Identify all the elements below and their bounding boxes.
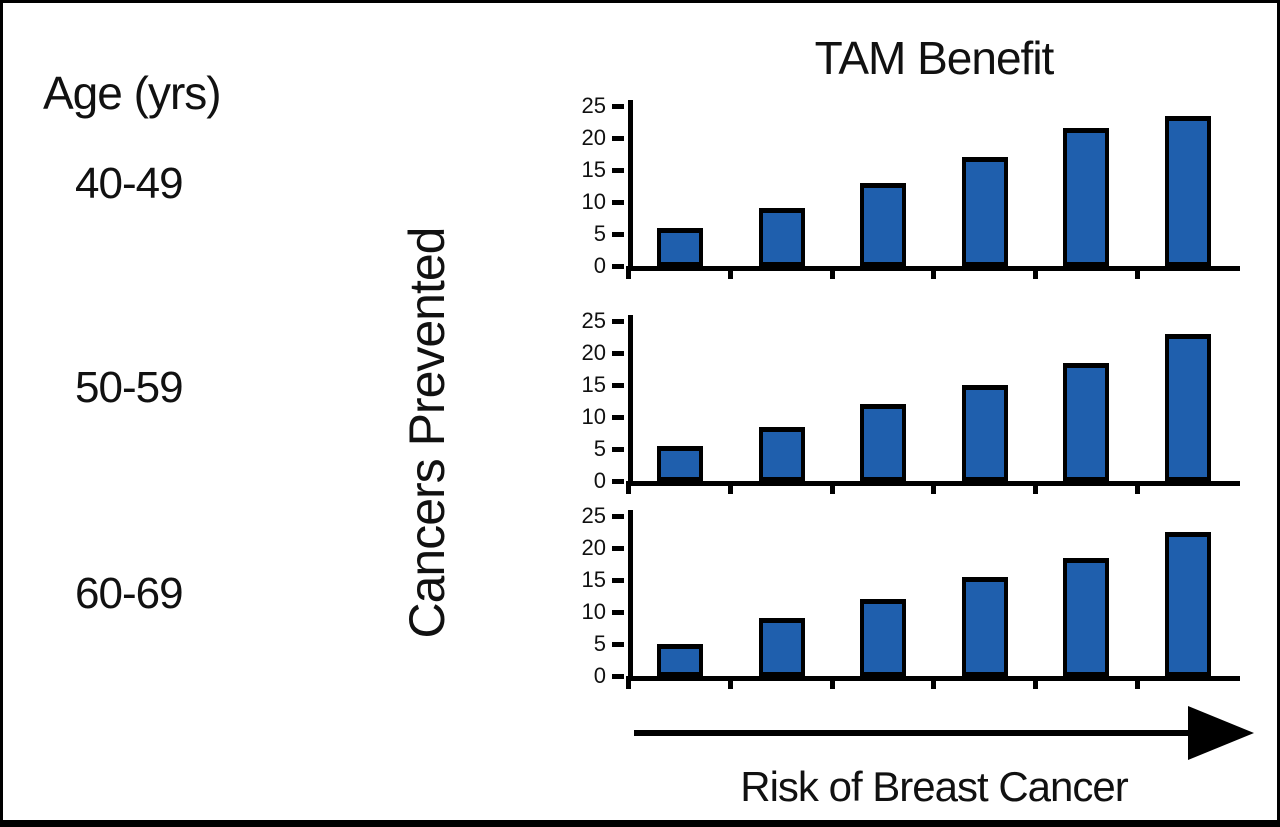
bar bbox=[1063, 557, 1110, 676]
age-group-label-40-49: 40-49 bbox=[75, 159, 184, 208]
y-axis-tick bbox=[612, 263, 624, 269]
y-axis-tick bbox=[612, 103, 624, 109]
x-axis-tick bbox=[1033, 481, 1039, 494]
y-axis-tick bbox=[612, 167, 624, 173]
x-axis-tick bbox=[1135, 266, 1140, 279]
y-axis-line bbox=[628, 315, 633, 481]
y-axis-tick-label: 20 bbox=[581, 125, 606, 150]
y-axis-tick bbox=[612, 350, 624, 356]
y-axis-tick bbox=[612, 545, 624, 551]
age-group-label-60-69: 60-69 bbox=[75, 569, 184, 618]
bar bbox=[961, 157, 1008, 266]
chart-title: TAM Benefit bbox=[814, 32, 1055, 84]
y-axis-tick-label: 25 bbox=[581, 308, 606, 333]
bar bbox=[860, 599, 907, 676]
x-axis-tick bbox=[1135, 676, 1140, 689]
y-axis-tick bbox=[612, 673, 624, 679]
y-axis-tick-label: 25 bbox=[581, 503, 606, 528]
y-axis-tick bbox=[612, 318, 624, 324]
age-group-label-50-59: 50-59 bbox=[75, 363, 184, 412]
x-axis-tick bbox=[829, 676, 835, 689]
y-axis-tick bbox=[612, 414, 624, 420]
bar bbox=[1165, 532, 1211, 676]
x-axis-tick bbox=[1033, 266, 1039, 279]
bar bbox=[961, 385, 1008, 481]
arrow-line bbox=[634, 730, 1196, 736]
y-axis-tick-label: 15 bbox=[581, 372, 606, 397]
y-axis-line bbox=[628, 100, 633, 266]
x-axis-label: Risk of Breast Cancer bbox=[740, 763, 1128, 810]
y-axis-tick-label: 15 bbox=[581, 567, 606, 592]
y-axis-label: Cancers Prevented bbox=[399, 227, 455, 639]
y-axis-tick-label: 0 bbox=[593, 663, 606, 688]
bar bbox=[657, 227, 703, 266]
y-axis-tick bbox=[612, 478, 624, 484]
bar bbox=[758, 618, 805, 676]
bar bbox=[961, 576, 1008, 676]
y-axis-tick bbox=[612, 135, 624, 141]
bar bbox=[758, 426, 805, 481]
y-axis-tick-label: 10 bbox=[581, 189, 606, 214]
x-axis-tick bbox=[727, 676, 733, 689]
x-axis-tick bbox=[931, 676, 937, 689]
bar bbox=[1063, 128, 1110, 266]
bar bbox=[657, 445, 703, 481]
age-column-header: Age (yrs) bbox=[43, 67, 222, 119]
bar-chart-age-40-49: 0 5 10 15 20 25 bbox=[582, 95, 1240, 279]
y-axis-tick bbox=[612, 446, 624, 452]
x-axis-tick bbox=[727, 481, 733, 494]
y-axis-tick-label: 25 bbox=[581, 93, 606, 118]
bar bbox=[860, 404, 907, 481]
x-axis-tick bbox=[1135, 481, 1140, 494]
x-axis-tick bbox=[931, 481, 937, 494]
y-axis-tick bbox=[612, 231, 624, 237]
x-axis-tick bbox=[626, 266, 631, 279]
bar bbox=[1165, 333, 1211, 481]
y-axis-tick-label: 10 bbox=[581, 404, 606, 429]
x-axis-tick bbox=[931, 266, 937, 279]
bar-chart-age-50-59: 0 5 10 15 20 25 bbox=[582, 310, 1240, 494]
risk-direction-arrow bbox=[634, 706, 1254, 760]
bar bbox=[1063, 362, 1110, 481]
y-axis-line bbox=[628, 510, 633, 676]
x-axis-tick bbox=[626, 481, 631, 494]
bar bbox=[758, 208, 805, 266]
x-axis-tick bbox=[829, 481, 835, 494]
y-axis-tick-label: 0 bbox=[593, 468, 606, 493]
bar bbox=[657, 644, 703, 676]
y-axis-tick bbox=[612, 382, 624, 388]
y-axis-tick-label: 5 bbox=[593, 436, 606, 461]
y-axis-tick bbox=[612, 199, 624, 205]
y-axis-tick-label: 15 bbox=[581, 157, 606, 182]
x-axis-tick bbox=[1033, 676, 1039, 689]
bar bbox=[860, 182, 907, 266]
y-axis-tick-label: 5 bbox=[593, 631, 606, 656]
y-axis-tick-label: 0 bbox=[593, 253, 606, 278]
x-axis-tick bbox=[829, 266, 835, 279]
bar-chart-age-60-69: 0 5 10 15 20 25 bbox=[582, 505, 1240, 689]
x-axis-tick bbox=[727, 266, 733, 279]
y-axis-tick-label: 5 bbox=[593, 221, 606, 246]
x-axis-tick bbox=[626, 676, 631, 689]
bar bbox=[1165, 115, 1211, 266]
arrow-head-icon bbox=[1188, 706, 1254, 760]
y-axis-tick bbox=[612, 577, 624, 583]
y-axis-tick-label: 20 bbox=[581, 535, 606, 560]
y-axis-tick-label: 10 bbox=[581, 599, 606, 624]
y-axis-tick-label: 20 bbox=[581, 340, 606, 365]
y-axis-tick bbox=[612, 513, 624, 519]
y-axis-tick bbox=[612, 641, 624, 647]
y-axis-tick bbox=[612, 609, 624, 615]
